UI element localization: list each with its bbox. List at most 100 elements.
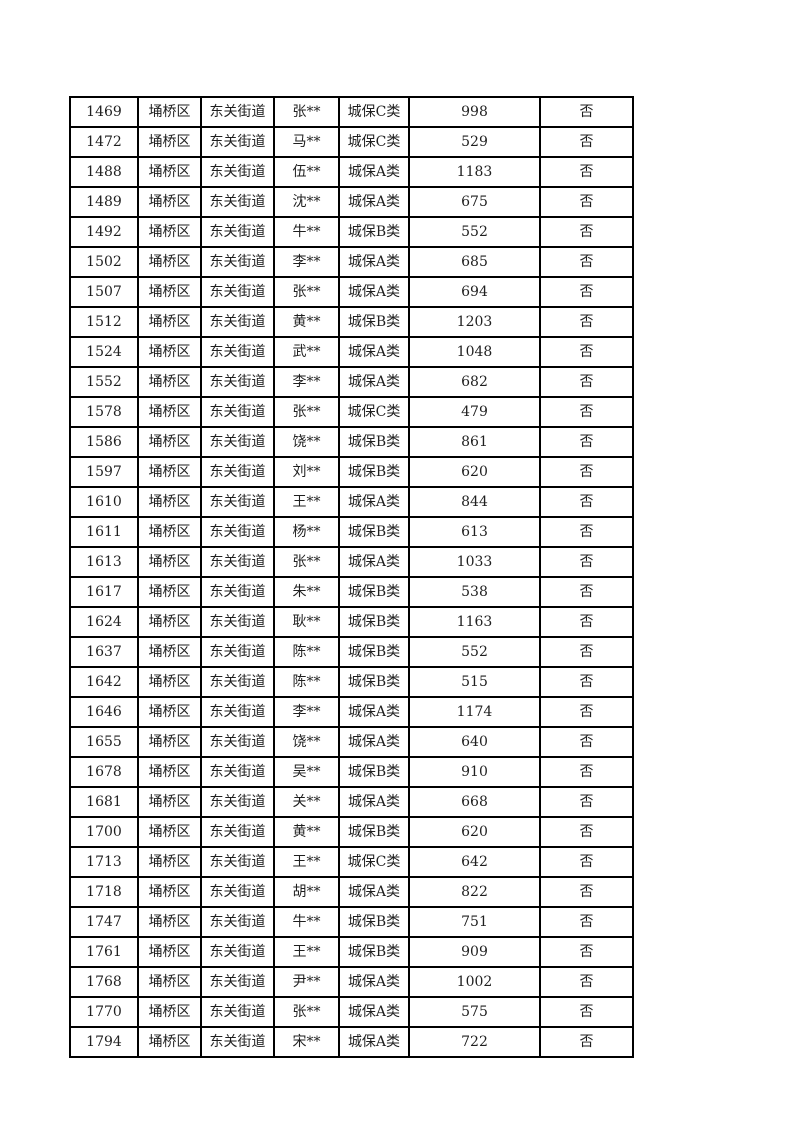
- cell-category: 城保A类: [338, 1026, 410, 1058]
- cell-amount: 620: [408, 816, 541, 848]
- cell-masked-name: 李**: [273, 366, 340, 398]
- cell-serial-number: 1768: [69, 966, 139, 998]
- cell-flag: 否: [539, 276, 634, 308]
- cell-district: 埇桥区: [137, 336, 202, 368]
- cell-district: 埇桥区: [137, 576, 202, 608]
- table-row: 1488 埇桥区 东关街道 伍** 城保A类 1183 否: [69, 156, 634, 188]
- cell-amount: 861: [408, 426, 541, 458]
- cell-amount: 751: [408, 906, 541, 938]
- table-row: 1718 埇桥区 东关街道 胡** 城保A类 822 否: [69, 876, 634, 908]
- cell-amount: 675: [408, 186, 541, 218]
- cell-district: 埇桥区: [137, 486, 202, 518]
- cell-street: 东关街道: [200, 306, 275, 338]
- cell-district: 埇桥区: [137, 786, 202, 818]
- cell-flag: 否: [539, 516, 634, 548]
- cell-amount: 642: [408, 846, 541, 878]
- cell-category: 城保A类: [338, 996, 410, 1028]
- cell-category: 城保B类: [338, 936, 410, 968]
- cell-street: 东关街道: [200, 726, 275, 758]
- cell-street: 东关街道: [200, 576, 275, 608]
- cell-amount: 552: [408, 216, 541, 248]
- cell-flag: 否: [539, 726, 634, 758]
- cell-district: 埇桥区: [137, 1026, 202, 1058]
- cell-district: 埇桥区: [137, 726, 202, 758]
- cell-amount: 668: [408, 786, 541, 818]
- table-row: 1770 埇桥区 东关街道 张** 城保A类 575 否: [69, 996, 634, 1028]
- cell-amount: 1002: [408, 966, 541, 998]
- cell-category: 城保A类: [338, 276, 410, 308]
- cell-amount: 515: [408, 666, 541, 698]
- cell-serial-number: 1613: [69, 546, 139, 578]
- cell-masked-name: 张**: [273, 276, 340, 308]
- benefit-records-table: 1469 埇桥区 东关街道 张** 城保C类 998 否 1472 埇桥区 东关…: [69, 96, 634, 1058]
- cell-category: 城保A类: [338, 786, 410, 818]
- cell-district: 埇桥区: [137, 996, 202, 1028]
- cell-district: 埇桥区: [137, 156, 202, 188]
- cell-street: 东关街道: [200, 756, 275, 788]
- cell-flag: 否: [539, 426, 634, 458]
- cell-street: 东关街道: [200, 456, 275, 488]
- cell-flag: 否: [539, 216, 634, 248]
- cell-street: 东关街道: [200, 1026, 275, 1058]
- cell-street: 东关街道: [200, 666, 275, 698]
- table-row: 1655 埇桥区 东关街道 饶** 城保A类 640 否: [69, 726, 634, 758]
- cell-flag: 否: [539, 1026, 634, 1058]
- table-row: 1469 埇桥区 东关街道 张** 城保C类 998 否: [69, 96, 634, 128]
- cell-amount: 613: [408, 516, 541, 548]
- cell-serial-number: 1700: [69, 816, 139, 848]
- cell-category: 城保A类: [338, 186, 410, 218]
- cell-amount: 1183: [408, 156, 541, 188]
- cell-flag: 否: [539, 996, 634, 1028]
- cell-district: 埇桥区: [137, 636, 202, 668]
- cell-category: 城保C类: [338, 96, 410, 128]
- table-body: 1469 埇桥区 东关街道 张** 城保C类 998 否 1472 埇桥区 东关…: [69, 96, 634, 1058]
- table-row: 1507 埇桥区 东关街道 张** 城保A类 694 否: [69, 276, 634, 308]
- cell-district: 埇桥区: [137, 306, 202, 338]
- cell-district: 埇桥区: [137, 516, 202, 548]
- cell-category: 城保B类: [338, 636, 410, 668]
- cell-category: 城保C类: [338, 126, 410, 158]
- cell-flag: 否: [539, 486, 634, 518]
- cell-category: 城保B类: [338, 576, 410, 608]
- table-row: 1512 埇桥区 东关街道 黄** 城保B类 1203 否: [69, 306, 634, 338]
- cell-flag: 否: [539, 576, 634, 608]
- cell-masked-name: 王**: [273, 846, 340, 878]
- cell-serial-number: 1472: [69, 126, 139, 158]
- cell-amount: 1174: [408, 696, 541, 728]
- cell-street: 东关街道: [200, 846, 275, 878]
- cell-district: 埇桥区: [137, 966, 202, 998]
- cell-district: 埇桥区: [137, 126, 202, 158]
- cell-street: 东关街道: [200, 906, 275, 938]
- cell-serial-number: 1586: [69, 426, 139, 458]
- cell-masked-name: 张**: [273, 96, 340, 128]
- table-row: 1611 埇桥区 东关街道 杨** 城保B类 613 否: [69, 516, 634, 548]
- cell-serial-number: 1502: [69, 246, 139, 278]
- cell-amount: 685: [408, 246, 541, 278]
- cell-street: 东关街道: [200, 186, 275, 218]
- table-row: 1613 埇桥区 东关街道 张** 城保A类 1033 否: [69, 546, 634, 578]
- table-row: 1617 埇桥区 东关街道 朱** 城保B类 538 否: [69, 576, 634, 608]
- cell-flag: 否: [539, 906, 634, 938]
- cell-flag: 否: [539, 186, 634, 218]
- cell-flag: 否: [539, 666, 634, 698]
- cell-serial-number: 1488: [69, 156, 139, 188]
- cell-street: 东关街道: [200, 996, 275, 1028]
- table-row: 1597 埇桥区 东关街道 刘** 城保B类 620 否: [69, 456, 634, 488]
- cell-street: 东关街道: [200, 366, 275, 398]
- cell-masked-name: 黄**: [273, 816, 340, 848]
- cell-amount: 844: [408, 486, 541, 518]
- cell-category: 城保B类: [338, 426, 410, 458]
- cell-street: 东关街道: [200, 246, 275, 278]
- table-row: 1578 埇桥区 东关街道 张** 城保C类 479 否: [69, 396, 634, 428]
- cell-amount: 1203: [408, 306, 541, 338]
- table-row: 1502 埇桥区 东关街道 李** 城保A类 685 否: [69, 246, 634, 278]
- cell-category: 城保B类: [338, 606, 410, 638]
- table-row: 1524 埇桥区 东关街道 武** 城保A类 1048 否: [69, 336, 634, 368]
- cell-district: 埇桥区: [137, 186, 202, 218]
- cell-amount: 552: [408, 636, 541, 668]
- cell-district: 埇桥区: [137, 366, 202, 398]
- cell-district: 埇桥区: [137, 816, 202, 848]
- cell-category: 城保B类: [338, 216, 410, 248]
- cell-serial-number: 1492: [69, 216, 139, 248]
- cell-serial-number: 1507: [69, 276, 139, 308]
